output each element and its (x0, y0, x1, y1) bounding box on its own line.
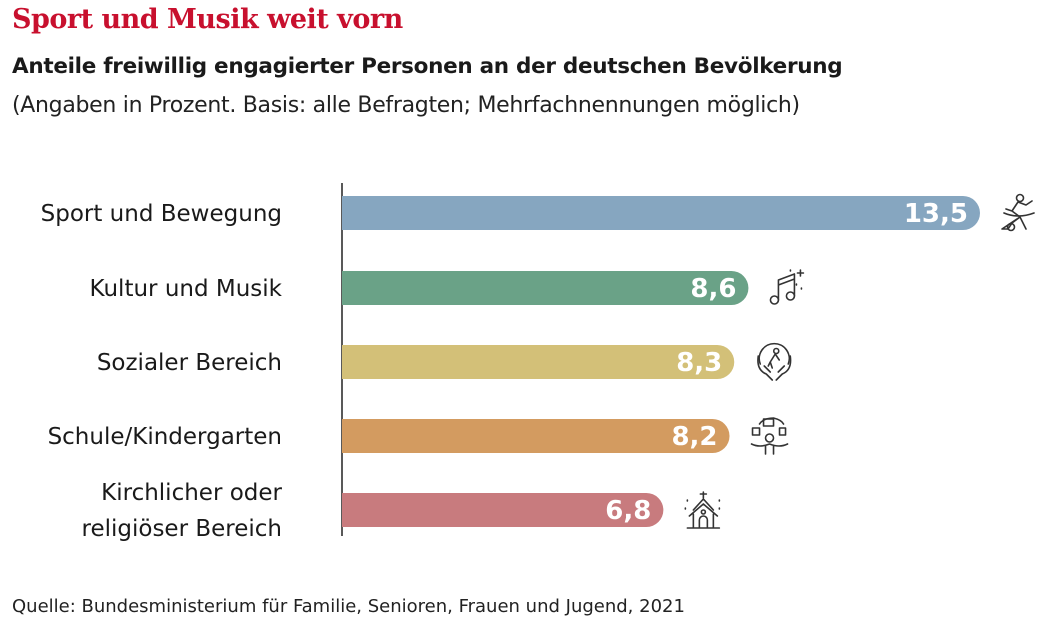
bar (342, 493, 664, 527)
data-label: 13,5 (904, 199, 968, 229)
data-label: 8,3 (676, 348, 722, 378)
bar (342, 345, 735, 379)
music-note-icon (769, 269, 805, 305)
data-label: 8,2 (671, 422, 717, 452)
source-note: Quelle: Bundesministerium für Familie, S… (12, 596, 685, 617)
category-label: Sport und Bewegung (41, 201, 282, 227)
bar (342, 271, 749, 305)
data-label: 8,6 (690, 274, 736, 304)
category-label: Kirchlicher oder (101, 480, 282, 506)
chart-title: Sport und Musik weit vorn (12, 4, 403, 35)
bar-group: 8,6 Kultur und Musik (90, 269, 805, 305)
bar-group: 8,2 Schule/Kindergarten (48, 417, 789, 455)
bar-group: 6,8 Kirchlicher oder religiöser Bereich (82, 480, 721, 542)
bar-group: 8,3 Sozialer Bereich (97, 342, 792, 381)
juggling-books-icon (750, 417, 789, 455)
bar (342, 419, 730, 453)
category-label: Sozialer Bereich (97, 350, 282, 376)
category-label: Kultur und Musik (90, 276, 283, 302)
soccer-player-icon (1001, 193, 1035, 232)
category-label: religiöser Bereich (82, 516, 283, 542)
category-label: Schule/Kindergarten (48, 424, 282, 450)
chart-subtitle: Anteile freiwillig engagierter Personen … (12, 54, 843, 79)
church-icon (684, 491, 721, 529)
bar (342, 196, 980, 230)
bar-group: 13,5 Sport und Bewegung (41, 193, 1035, 232)
chart-note: (Angaben in Prozent. Basis: alle Befragt… (12, 93, 800, 118)
data-label: 6,8 (605, 496, 651, 526)
caring-hands-icon (757, 342, 792, 381)
